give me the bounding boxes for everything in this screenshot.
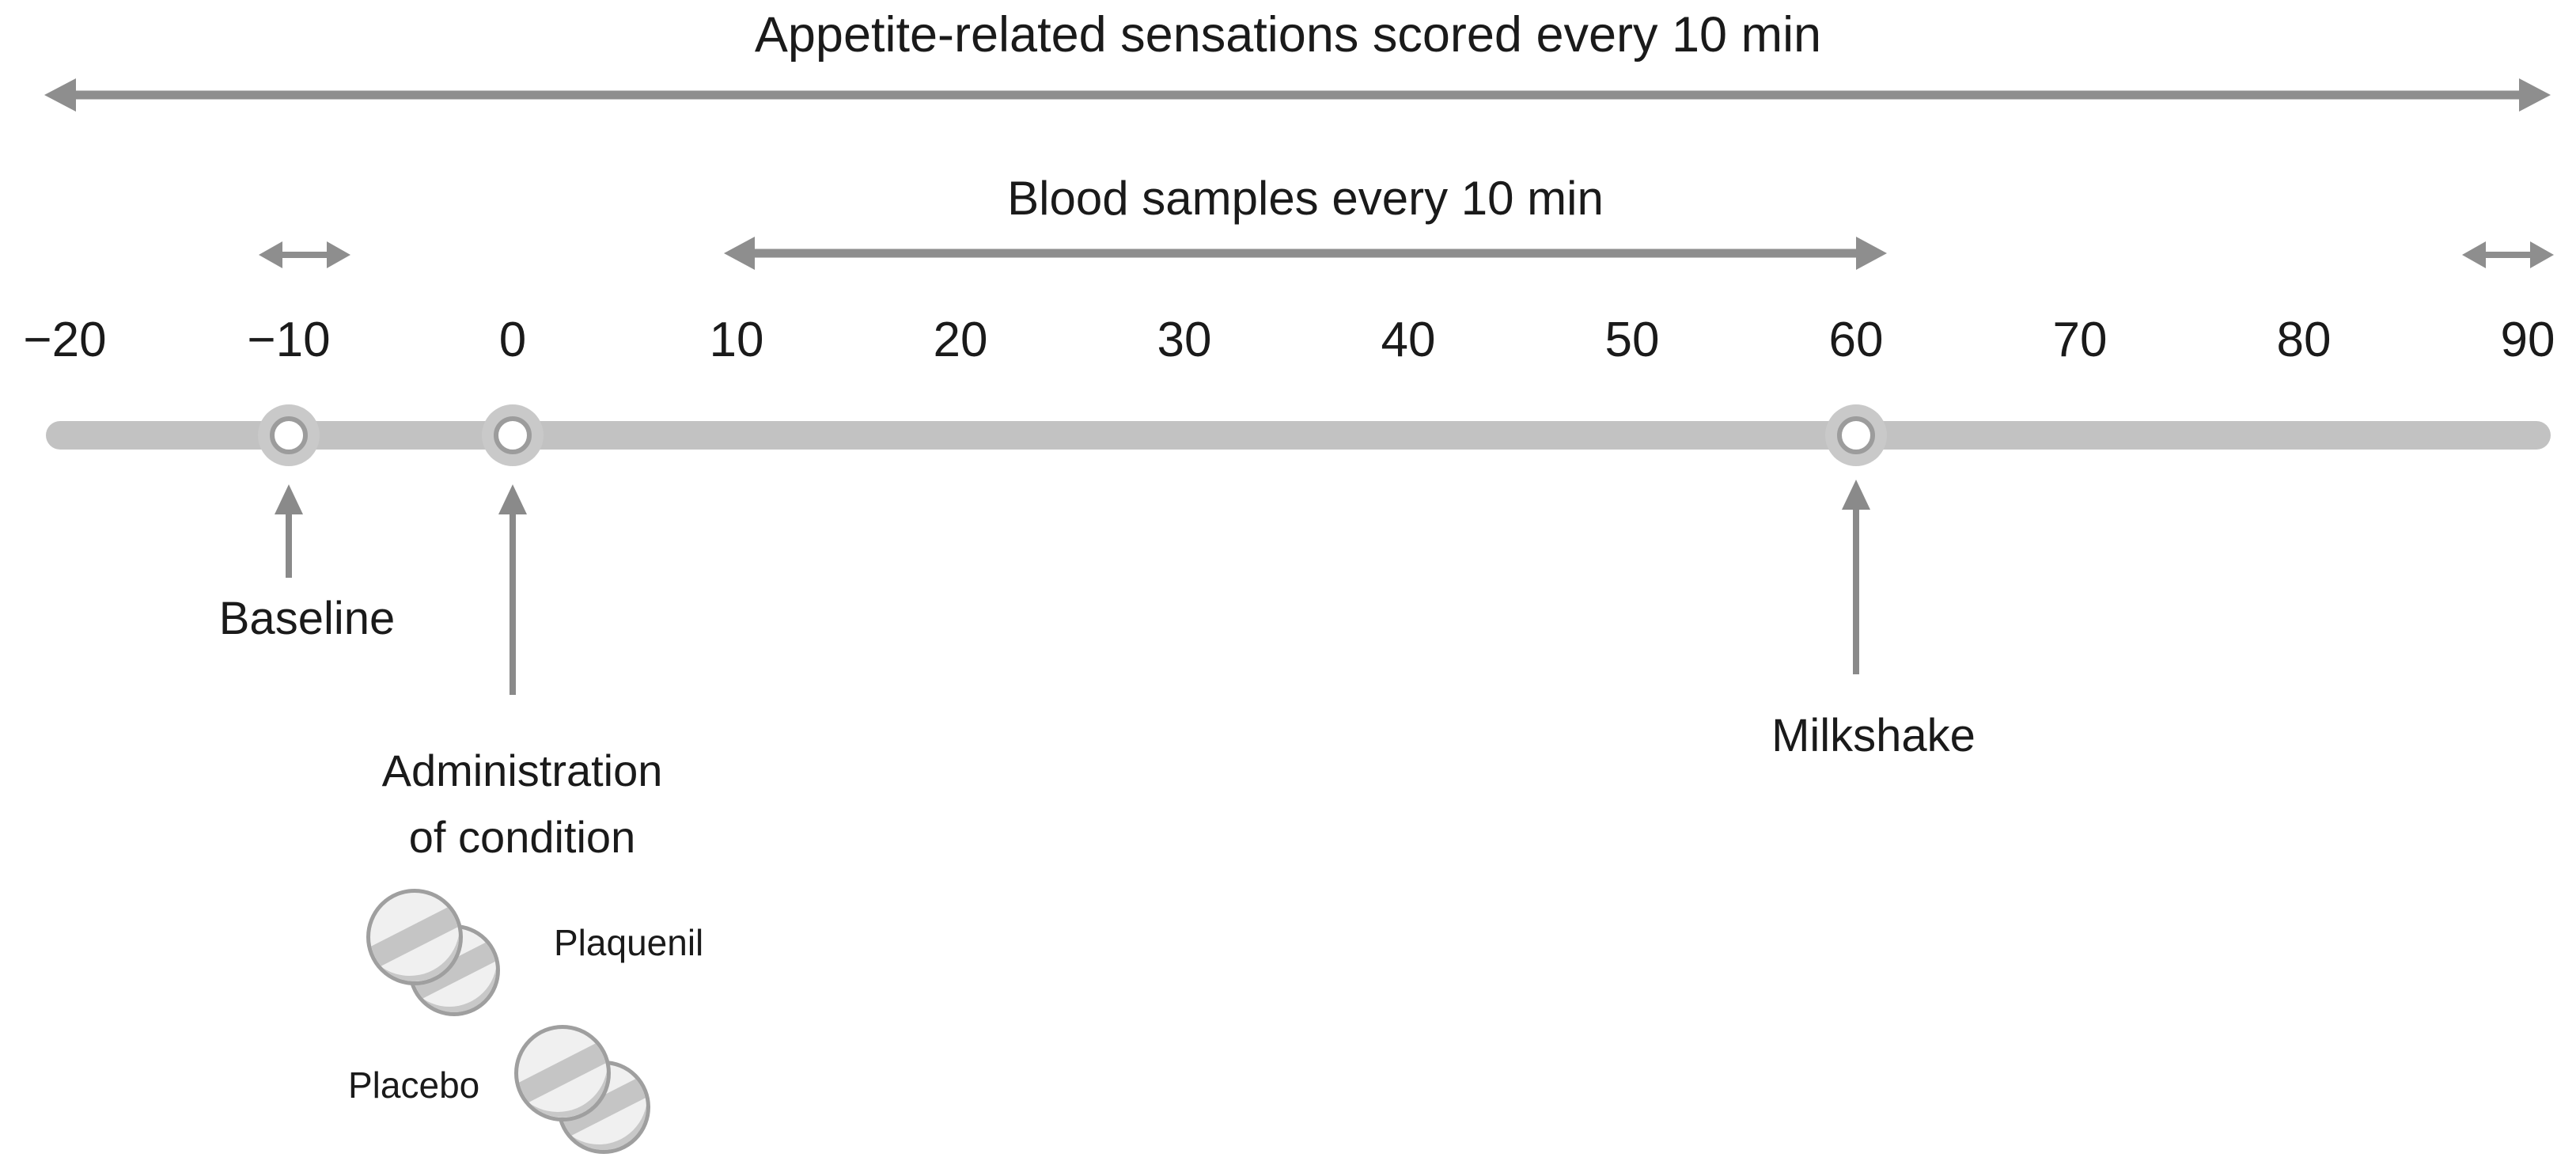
marker-hole — [270, 416, 308, 454]
tick-label: 0 — [498, 313, 527, 367]
timeline-marker-milkshake — [1825, 404, 1887, 466]
right-edge-double-arrow-icon — [2462, 241, 2554, 268]
appetite-annotation-label: Appetite-related sensations scored every… — [754, 7, 1822, 63]
baseline-up-arrow-icon — [275, 484, 303, 578]
tick-label: 80 — [2276, 313, 2332, 367]
tick-label: −20 — [23, 313, 107, 367]
pill-icon-placebo-front — [514, 1025, 611, 1121]
appetite-span-double-arrow-icon — [44, 78, 2551, 112]
milkshake-up-arrow-icon — [1842, 480, 1870, 674]
blood-span-double-arrow-icon — [724, 237, 1887, 270]
tick-label: 40 — [1381, 313, 1436, 367]
milkshake-label: Milkshake — [1771, 710, 1976, 761]
marker-hole — [1837, 416, 1875, 454]
administration-label-line2: of condition — [408, 812, 636, 862]
administration-label: Administration of condition — [324, 738, 720, 871]
tick-label: −10 — [247, 313, 331, 367]
blood-annotation-label: Blood samples every 10 min — [1007, 172, 1604, 225]
left-edge-double-arrow-icon — [259, 241, 350, 268]
pill-icon-plaquenil-front — [366, 889, 463, 985]
tick-label: 50 — [1604, 313, 1660, 367]
timeline-marker-baseline — [258, 404, 320, 466]
administration-up-arrow-icon — [498, 484, 527, 695]
pill-score-line — [518, 1033, 607, 1113]
timeline-marker-administration — [482, 404, 544, 466]
timeline-bar — [46, 421, 2551, 450]
tick-label: 60 — [1828, 313, 1884, 367]
baseline-label: Baseline — [218, 593, 396, 644]
tick-label: 10 — [709, 313, 764, 367]
pill-score-line — [370, 897, 459, 977]
marker-hole — [494, 416, 532, 454]
tick-label: 20 — [933, 313, 988, 367]
plaquenil-label: Plaquenil — [554, 922, 704, 963]
placebo-label: Placebo — [348, 1064, 480, 1106]
tick-label: 70 — [2052, 313, 2108, 367]
tick-label: 90 — [2500, 313, 2555, 367]
administration-label-line1: Administration — [381, 746, 663, 795]
tick-label: 30 — [1157, 313, 1212, 367]
